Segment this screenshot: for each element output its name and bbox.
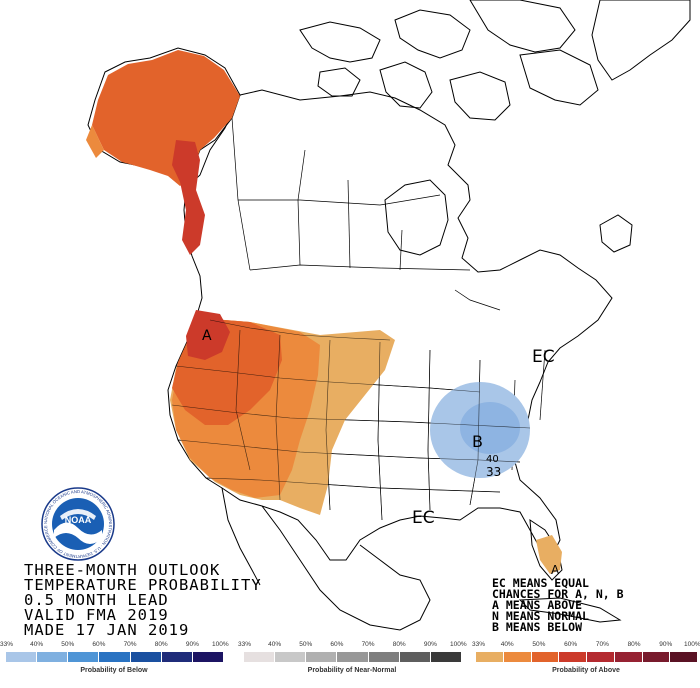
title-line: TEMPERATURE PROBABILITY <box>24 576 262 594</box>
florida-above-40 <box>536 535 562 574</box>
below-scale-bar <box>6 652 224 662</box>
above-scale-tick: 80% <box>627 641 641 648</box>
contour-33-label: 33 <box>486 465 501 479</box>
above-scale-tick: 100% <box>684 641 700 648</box>
below-scale-tick: 60% <box>92 641 106 648</box>
title-line: MADE 17 JAN 2019 <box>24 621 190 639</box>
normal-scale-swatch <box>399 652 431 662</box>
below-scale-tick: 90% <box>185 641 199 648</box>
above-scale-swatch <box>614 652 643 662</box>
below-scale-swatch <box>68 652 100 662</box>
above-scale-swatch <box>531 652 560 662</box>
above-normal-areas <box>86 50 562 574</box>
above-scale-tick: 90% <box>659 641 673 648</box>
alaska-above-40 <box>86 125 104 158</box>
above-scale-caption: Probability of Above <box>552 667 620 674</box>
above-scale-tick: 50% <box>532 641 546 648</box>
title-line: 0.5 MONTH LEAD <box>24 591 169 609</box>
legend-note: A MEANS ABOVE <box>492 598 583 612</box>
outlook-title-block: THREE-MONTH OUTLOOK TEMPERATURE PROBABIL… <box>24 561 262 639</box>
below-scale: 33% 40% 50% 60% 70% 80% 90% 100% Probability of… <box>0 641 229 688</box>
below-scale-tick: 100% <box>212 641 229 648</box>
normal-scale-swatch <box>337 652 369 662</box>
below-40-area <box>460 402 520 454</box>
normal-scale-swatch <box>244 652 276 662</box>
legend-note: B MEANS BELOW <box>492 620 583 634</box>
alaska-above-50 <box>92 50 240 186</box>
normal-scale-swatch <box>306 652 338 662</box>
below-scale-tick: 80% <box>154 641 168 648</box>
legend-note: N MEANS NORMAL <box>492 609 589 623</box>
outlook-map: A B 40 33 EC EC A <box>86 0 691 631</box>
above-scale-swatch <box>503 652 532 662</box>
normal-scale-ticks: 33% 40% 50% 60% 70% 80% 90% 100% <box>238 641 467 651</box>
normal-scale-tick: 50% <box>299 641 313 648</box>
normal-scale-tick: 60% <box>330 641 344 648</box>
legend-note: EC MEANS EQUAL <box>492 576 589 590</box>
us-above-60 <box>186 310 230 360</box>
below-scale-swatch <box>99 652 131 662</box>
noaa-logo: NOAA NATIONAL OCEANIC AND ATMOSPHERIC AD… <box>41 487 115 561</box>
florida-above-label: A <box>551 563 560 577</box>
above-scale-swatch <box>559 652 587 662</box>
province-borders <box>231 117 501 311</box>
normal-scale: 33% 40% 50% 60% 70% 80% 90% 100% Probability of… <box>238 641 467 688</box>
normal-scale-tick: 80% <box>392 641 406 648</box>
above-scale-swatch <box>642 652 671 662</box>
normal-scale-bar <box>244 652 462 662</box>
below-scale-swatch <box>130 652 162 662</box>
normal-scale-swatch <box>430 652 462 662</box>
normal-scale-tick: 90% <box>423 641 437 648</box>
below-scale-swatch <box>6 652 38 662</box>
below-normal-areas <box>430 382 530 478</box>
noaa-logo-text: NOAA <box>65 515 92 525</box>
below-scale-swatch <box>37 652 69 662</box>
normal-scale-caption: Probability of Near-Normal <box>307 667 397 674</box>
below-scale-tick: 33% <box>0 641 14 648</box>
normal-scale-tick: 33% <box>238 641 252 648</box>
normal-scale-tick: 40% <box>268 641 282 648</box>
above-scale-bar <box>476 652 698 662</box>
title-line: VALID FMA 2019 <box>24 606 169 624</box>
above-label: A <box>202 328 212 344</box>
below-scale-swatch <box>192 652 224 662</box>
above-scale-ticks: 33% 40% 50% 60% 70% 80% 90% 100% <box>472 641 700 651</box>
above-scale-tick: 60% <box>564 641 578 648</box>
above-scale-tick: 33% <box>472 641 486 648</box>
above-scale: 33% 40% 50% 60% 70% 80% 90% 100% Probability of… <box>472 641 700 688</box>
ec-east-label: EC <box>532 347 555 367</box>
below-scale-ticks: 33% 40% 50% 60% 70% 80% 90% 100% <box>0 641 229 651</box>
legend-note: CHANCES FOR A, N, B <box>492 587 624 601</box>
alaska-above-60 <box>172 140 205 255</box>
below-scale-caption: Probability of Below <box>80 667 148 674</box>
below-scale-tick: 70% <box>123 641 137 648</box>
normal-scale-swatch <box>275 652 307 662</box>
above-scale-tick: 70% <box>595 641 609 648</box>
above-scale-swatch <box>476 652 504 662</box>
normal-scale-tick: 100% <box>450 641 467 648</box>
below-scale-swatch <box>161 652 193 662</box>
below-scale-tick: 40% <box>30 641 44 648</box>
below-scale-tick: 50% <box>61 641 75 648</box>
above-scale-tick: 40% <box>500 641 514 648</box>
legend-notes: EC MEANS EQUAL CHANCES FOR A, N, B A MEA… <box>492 576 624 634</box>
below-40-label: 40 <box>486 454 499 465</box>
normal-scale-swatch <box>368 652 400 662</box>
ec-south-label: EC <box>412 508 435 528</box>
below-label: B <box>472 432 483 451</box>
title-line: THREE-MONTH OUTLOOK <box>24 561 221 579</box>
normal-scale-tick: 70% <box>361 641 375 648</box>
above-scale-swatch <box>670 652 698 662</box>
above-scale-swatch <box>587 652 615 662</box>
